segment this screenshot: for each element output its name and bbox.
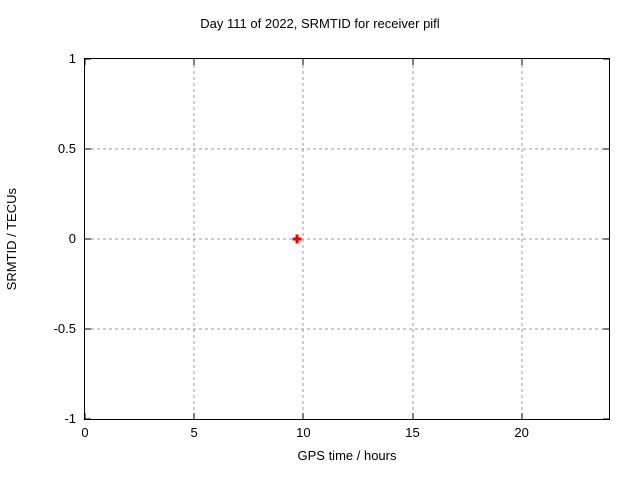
- y-axis-label-text: SRMTID / TECUs: [4, 187, 19, 291]
- x-tick-label: 5: [190, 425, 198, 440]
- y-tick-mark-left: [85, 328, 91, 330]
- y-tick-label: -0.5: [53, 321, 76, 336]
- y-tick-mark-right: [603, 238, 609, 240]
- data-point-marker: [292, 234, 302, 244]
- x-tick-label: 15: [405, 425, 420, 440]
- y-tick-label: -1: [64, 411, 76, 426]
- y-gridline: [85, 328, 609, 330]
- y-tick-label: 0: [68, 231, 76, 246]
- x-tick-mark-bottom: [84, 413, 86, 419]
- x-tick-label: 20: [514, 425, 529, 440]
- plot-area: 0 5 10 15 20 1 0.5 0 -0.5 -1: [54, 52, 610, 440]
- x-tick-mark-top: [84, 59, 86, 65]
- x-tick-mark-bottom: [193, 413, 195, 419]
- chart-title: Day 111 of 2022, SRMTID for receiver pif…: [200, 16, 440, 31]
- x-tick-mark-top: [302, 59, 304, 65]
- y-tick-mark-right: [603, 58, 609, 60]
- y-tick-mark-right: [603, 148, 609, 150]
- x-tick-mark-top: [412, 59, 413, 65]
- y-tick-mark-left: [85, 238, 91, 240]
- x-tick-mark-bottom: [521, 413, 523, 419]
- y-tick-label: 1: [68, 51, 76, 66]
- y-axis-label: SRMTID / TECUs: [4, 58, 19, 420]
- x-tick-mark-top: [521, 59, 523, 65]
- x-tick-mark-bottom: [412, 413, 413, 419]
- y-gridline: [85, 148, 609, 150]
- x-tick-label: 10: [296, 425, 311, 440]
- x-axis-label: GPS time / hours: [297, 448, 397, 463]
- y-tick-mark-left: [85, 58, 91, 60]
- y-tick-label: 0.5: [57, 141, 76, 156]
- y-gridline: [85, 238, 609, 240]
- x-tick-mark-top: [193, 59, 195, 65]
- x-tick-mark-bottom: [302, 413, 304, 419]
- y-tick-mark-left: [85, 418, 91, 420]
- x-tick-label: 0: [81, 425, 89, 440]
- y-tick-mark-left: [85, 148, 91, 150]
- y-tick-mark-right: [603, 418, 609, 420]
- y-tick-mark-right: [603, 328, 609, 330]
